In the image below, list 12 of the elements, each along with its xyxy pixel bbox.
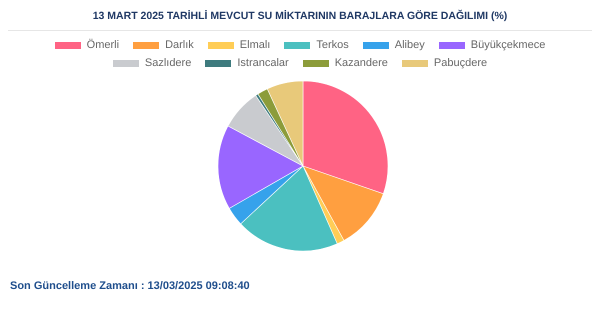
legend-label: Ömerli bbox=[86, 39, 120, 51]
legend-label: Terkos bbox=[316, 39, 349, 51]
legend-label: Büyükçekmece bbox=[470, 39, 546, 51]
text: Son Güncelleme Zamanı : 13/03/2025 09:08:40 bbox=[10, 280, 250, 292]
legend-label: Pabuçdere bbox=[434, 57, 488, 69]
legend-label: Darlık bbox=[165, 39, 194, 51]
legend-label: Sazlıdere bbox=[144, 57, 192, 69]
legend-label: Kazandere bbox=[334, 57, 388, 69]
legend-label: Elmalı bbox=[240, 39, 270, 51]
legend-label: Alibey bbox=[394, 39, 425, 51]
chart-title: 13 MART 2025 TARİHLİ MEVCUT SU MİKTARININ BARAJLARA GÖRE DAĞILIMI (%) bbox=[92, 8, 508, 24]
legend-label: Istrancalar bbox=[237, 57, 289, 69]
